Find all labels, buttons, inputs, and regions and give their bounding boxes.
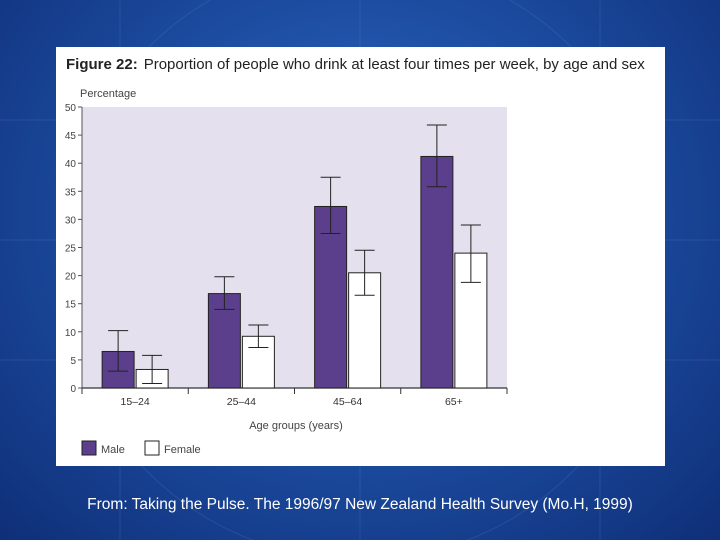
y-tick-label: 15 [65,300,77,311]
bar-chart: Figure 22: Proportion of people who drink… [65,56,645,456]
x-tick-label: 25–44 [227,396,256,408]
legend-swatch-female [144,440,160,456]
y-tick-label: 25 [65,244,77,255]
y-tick-label: 30 [65,215,77,226]
figure-number: Figure 22 [66,56,133,73]
y-axis-label: Percentage [80,88,136,100]
bar-male [420,155,454,389]
legend-label-male: Male [101,444,125,456]
x-axis-label: Age groups (years) [249,420,343,432]
legend: Male Female [81,440,201,456]
figure-panel: Figure 22: Proportion of people who drink… [56,47,665,466]
y-tick-label: 10 [65,328,77,339]
y-tick-label: 20 [65,272,77,283]
y-tick-label: 35 [65,187,77,198]
x-tick-label: 15–24 [121,396,150,408]
chart-title: Figure 22: Proportion of people who drink… [66,56,645,73]
x-tick-label: 45–64 [333,396,362,408]
y-tick-label: 0 [70,384,76,395]
y-tick-label: 50 [65,103,77,114]
bars [101,124,488,389]
x-tick-label: 65+ [445,396,463,408]
y-tick-label: 40 [65,159,77,170]
y-tick-label: 45 [65,131,77,142]
legend-label-female: Female [164,444,201,456]
figure-title: Proportion of people who drink at least … [144,56,646,73]
legend-swatch-male [81,440,97,456]
y-tick-label: 5 [70,356,76,367]
source-caption: From: Taking the Pulse. The 1996/97 New … [87,496,633,513]
